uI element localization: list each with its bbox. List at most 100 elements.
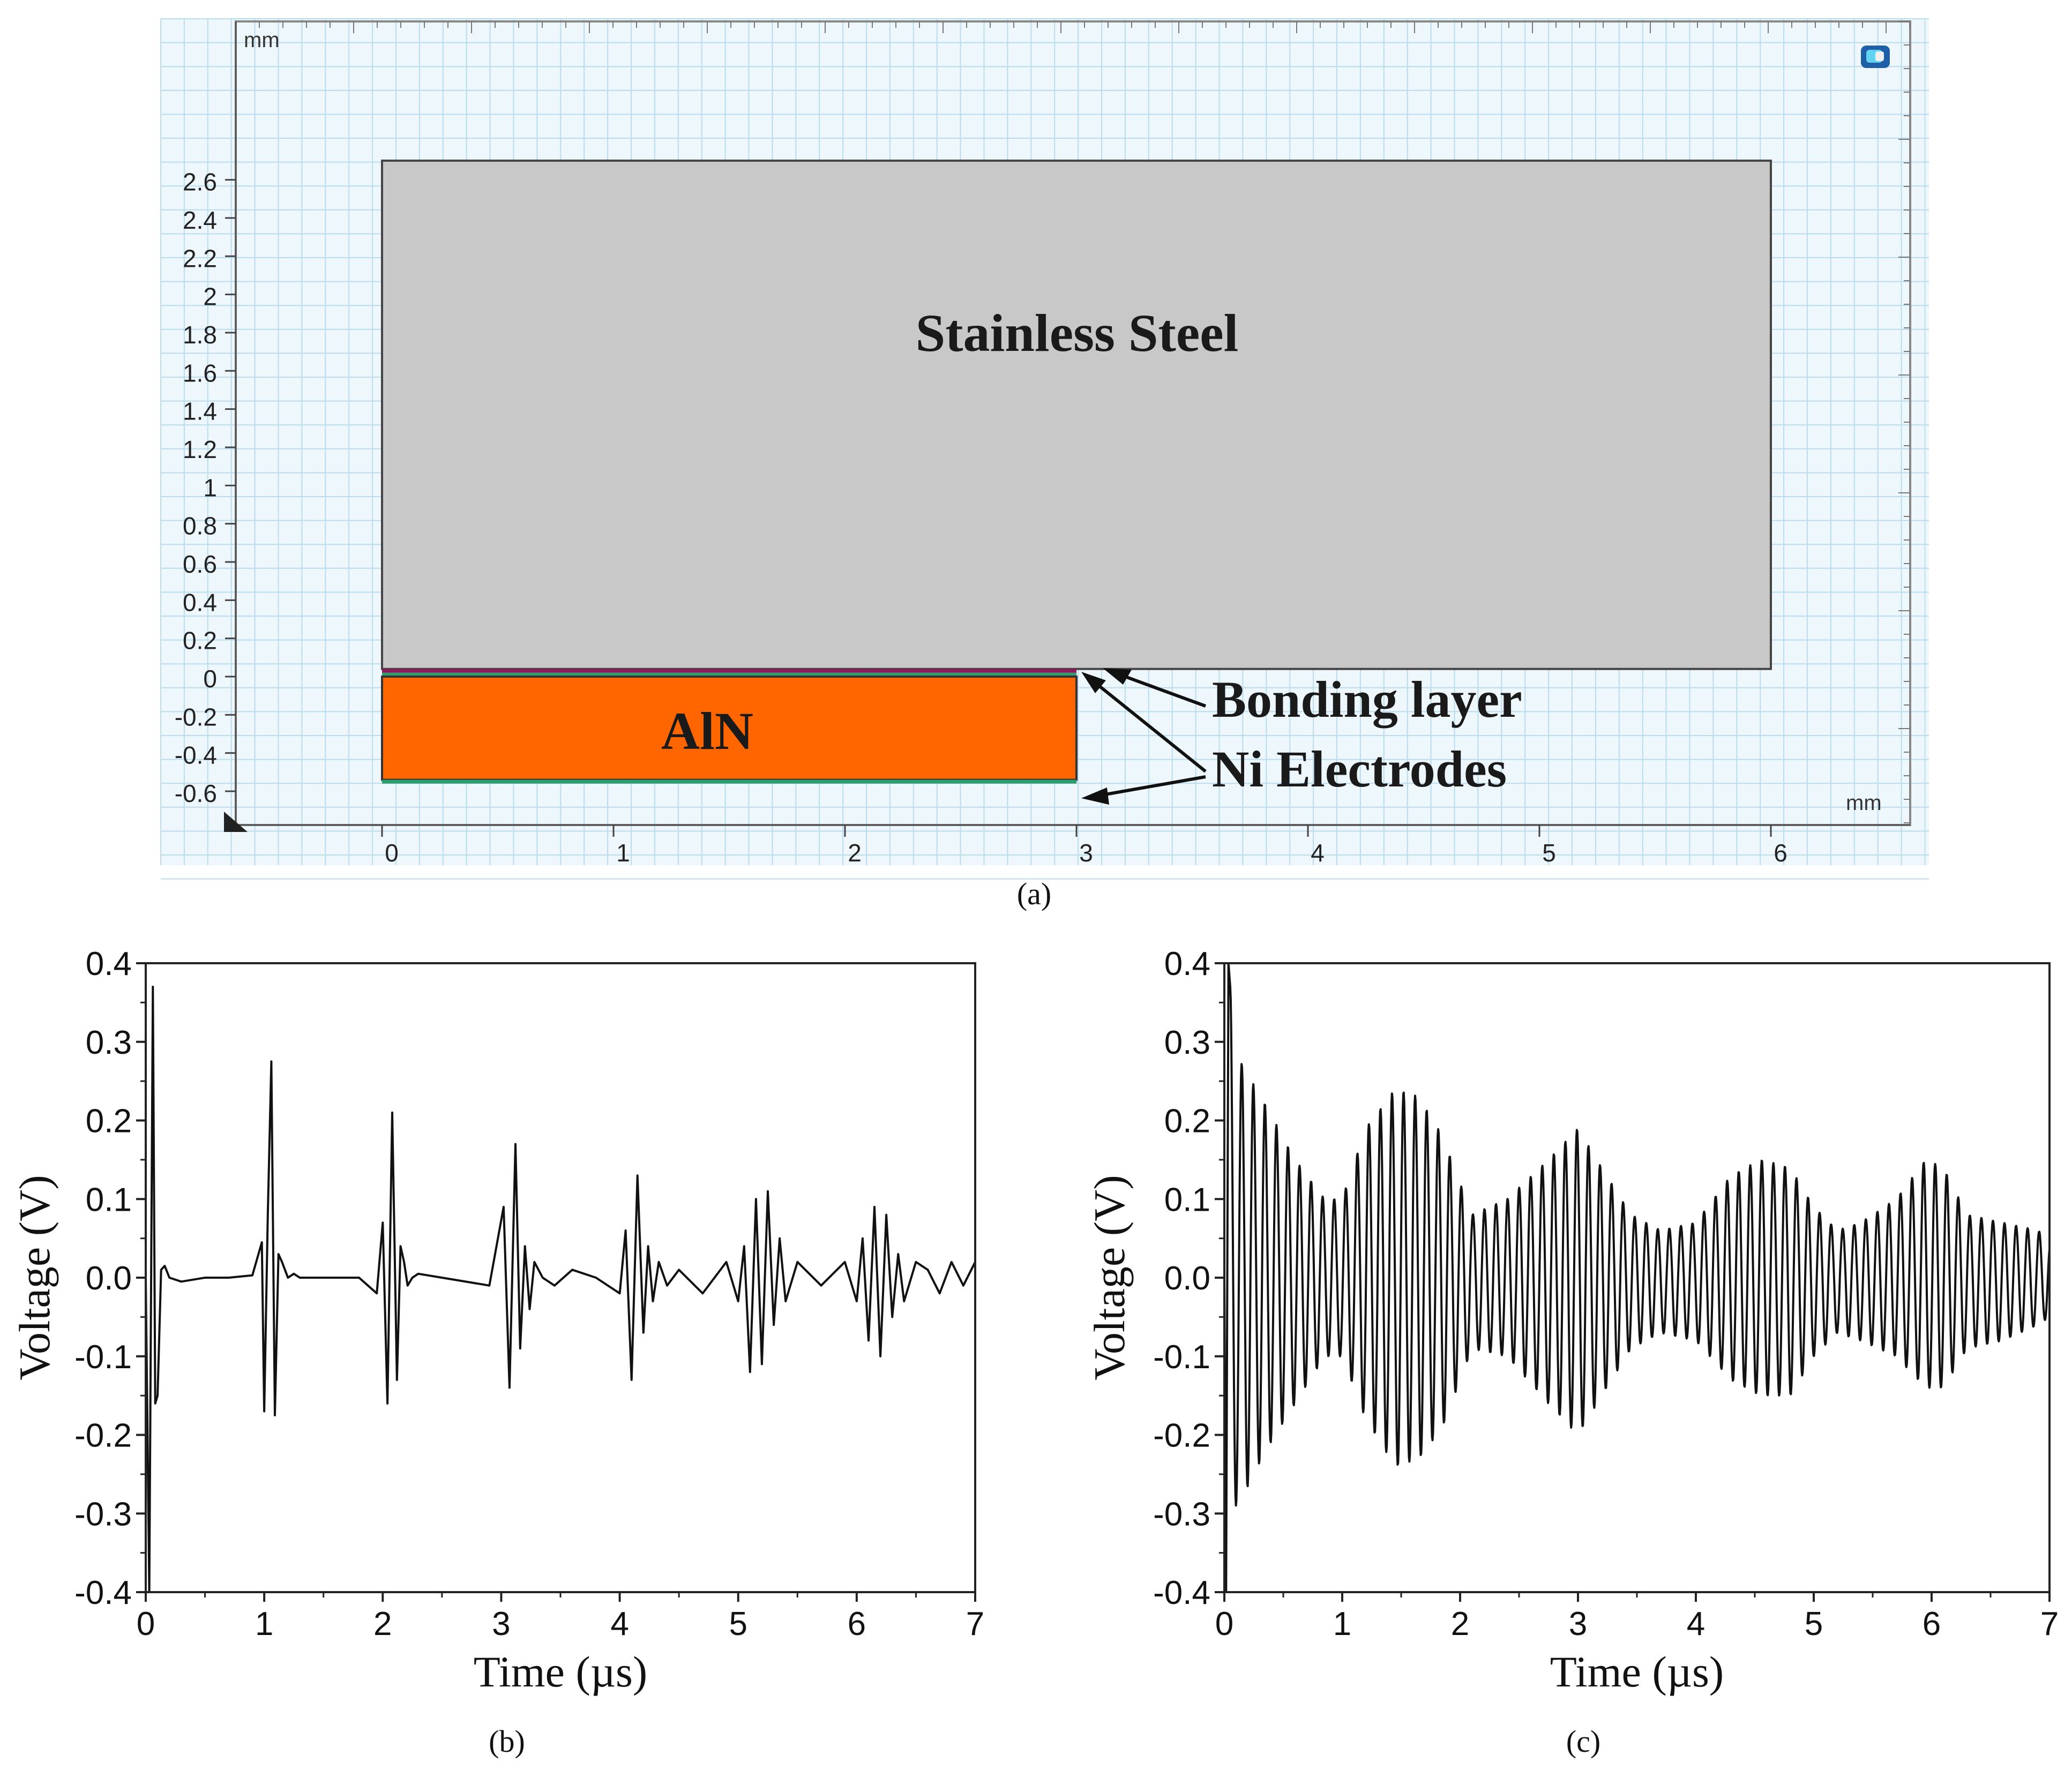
y-tick-label: -0.2	[74, 1418, 132, 1454]
bonding-layer-region	[382, 669, 1076, 673]
top-ruler-ticks	[235, 21, 1910, 33]
panel-b-x-tick-labels: 0 1 2 3 4 5 6 7	[137, 1606, 984, 1642]
y-tick-label: 0.1	[86, 1181, 132, 1218]
bonding-layer-label: Bonding layer	[1212, 671, 1522, 728]
panel-c-plot-frame	[1223, 962, 2051, 1593]
panel-b-caption: (b)	[489, 1724, 525, 1759]
x-tick-label: 3	[492, 1606, 510, 1642]
x-ruler-ticks: 0 1 2 3 4 5 6	[381, 825, 1787, 867]
x-ruler-tick-label: 3	[1079, 839, 1093, 867]
y-ruler-tick-label: -0.6	[175, 779, 217, 807]
x-tick-label: 7	[966, 1606, 984, 1642]
y-tick-label: 0.0	[1164, 1260, 1210, 1297]
y-ruler-tick-label: 0.4	[183, 588, 217, 616]
panel-c-x-tick-labels: 0 1 2 3 4 5 6 7	[1215, 1606, 2059, 1642]
y-tick-label: 0.4	[86, 946, 132, 982]
panel-a-geometry-view: 2.6 2.4 2.2 2 1.8 1.6 1.4 1.2 1 0.8 0.6 0.4 0.2 0 -0.2…	[160, 18, 1929, 911]
panel-b-plot-frame	[145, 962, 976, 1593]
coordinate-origin-icon	[224, 812, 248, 832]
x-tick-label: 2	[1451, 1606, 1469, 1642]
bottom-ni-electrode-region	[382, 779, 1076, 784]
y-ruler-tick-label: 0.6	[183, 550, 217, 578]
y-ruler-tick-label: 1.4	[183, 398, 217, 425]
panel-b-y-tick-labels: 0.4 0.3 0.2 0.1 0.0 -0.1 -0.2 -0.3 -0.4	[74, 946, 132, 1611]
y-ruler-tick-label: -0.4	[175, 741, 217, 769]
x-tick-label: 5	[1805, 1606, 1823, 1642]
y-tick-label: -0.4	[74, 1574, 132, 1611]
x-tick-label: 1	[255, 1606, 273, 1642]
electrode-arrowhead-top-icon	[1081, 672, 1106, 693]
x-ruler-tick-label: 0	[385, 839, 399, 867]
panel-c-voltage-line	[1223, 962, 2051, 1593]
x-tick-label: 6	[848, 1606, 866, 1642]
x-ruler-tick-label: 4	[1311, 839, 1325, 867]
aln-region	[381, 676, 1078, 781]
y-tick-label: 0.2	[1164, 1103, 1210, 1140]
y-ruler-tick-label: 2.6	[183, 168, 217, 196]
y-tick-label: -0.3	[1153, 1496, 1210, 1533]
y-ruler-tick-label: 0.2	[183, 627, 217, 655]
panel-c-caption: (c)	[1566, 1724, 1600, 1759]
y-tick-label: 0.1	[1164, 1181, 1210, 1218]
y-tick-label: -0.1	[1153, 1339, 1210, 1376]
ni-electrodes-label: Ni Electrodes	[1212, 740, 1507, 798]
y-ruler-tick-label: 1.8	[183, 321, 217, 349]
y-ruler-tick-label: 2	[203, 283, 217, 311]
x-tick-label: 7	[2040, 1606, 2059, 1642]
stainless-steel-label: Stainless Steel	[916, 303, 1239, 363]
electrode-arrowhead-bottom-icon	[1081, 788, 1109, 805]
panel-b-voltage-line	[145, 986, 976, 1593]
view-cube-icon	[1861, 46, 1890, 68]
y-tick-label: 0.3	[1164, 1024, 1210, 1061]
y-ruler-tick-label: 0.8	[183, 512, 217, 540]
unit-label-top-left: mm	[244, 28, 280, 52]
x-tick-label: 1	[1333, 1606, 1351, 1642]
x-ruler-tick-label: 6	[1774, 839, 1787, 867]
y-ruler-tick-label: 1.2	[183, 436, 217, 463]
x-tick-label: 2	[373, 1606, 392, 1642]
unit-label-bottom-right: mm	[1846, 791, 1882, 815]
y-ruler-tick-label: 2.2	[183, 244, 217, 272]
x-tick-label: 5	[729, 1606, 747, 1642]
panel-c-x-axis-label: Time (µs)	[1550, 1647, 1724, 1696]
y-tick-label: 0.4	[1164, 946, 1210, 982]
y-ruler-tick-label: 1	[203, 474, 217, 501]
right-ruler-ticks	[1898, 21, 1910, 823]
stainless-steel-region	[381, 159, 1772, 670]
x-tick-label: 4	[1687, 1606, 1705, 1642]
x-tick-label: 4	[610, 1606, 629, 1642]
panel-c-y-axis-label: Voltage (V)	[1085, 1175, 1134, 1380]
annotation-arrows	[1081, 668, 1207, 805]
x-ruler-tick-label: 5	[1542, 839, 1556, 867]
y-tick-label: -0.2	[1153, 1418, 1210, 1454]
y-ruler-tick-label: 2.4	[183, 206, 217, 234]
y-tick-label: -0.1	[74, 1339, 132, 1376]
y-ruler-tick-label: 0	[203, 665, 217, 693]
y-ruler-tick-label: -0.2	[175, 703, 217, 731]
y-tick-label: -0.4	[1153, 1574, 1210, 1611]
x-ruler-tick-label: 2	[848, 839, 862, 867]
y-tick-label: -0.3	[74, 1496, 132, 1533]
bonding-arrowhead-icon	[1103, 668, 1132, 685]
y-tick-label: 0.0	[86, 1260, 132, 1297]
panel-c-y-tick-labels: 0.4 0.3 0.2 0.1 0.0 -0.1 -0.2 -0.3 -0.4	[1153, 946, 1210, 1611]
panel-b-x-axis-label: Time (µs)	[474, 1647, 647, 1696]
x-tick-label: 0	[137, 1606, 155, 1642]
top-ni-electrode-region	[382, 672, 1076, 677]
x-tick-label: 0	[1215, 1606, 1233, 1642]
electrode-arrow-bottom	[1093, 775, 1206, 798]
y-ruler-tick-label: 1.6	[183, 359, 217, 387]
x-tick-label: 6	[1923, 1606, 1941, 1642]
x-tick-label: 3	[1569, 1606, 1587, 1642]
y-ruler-ticks: 2.6 2.4 2.2 2 1.8 1.6 1.4 1.2 1 0.8 0.6 0.4 0.2 0 -0.2…	[175, 168, 236, 807]
electrode-arrow-top	[1090, 678, 1207, 773]
panel-c-chart: 0.4 0.3 0.2 0.1 0.0 -0.1 -0.2 -0.3 -0.4 0 1 2 3 4 5 6 7…	[1085, 946, 2059, 1759]
panel-c-ticks	[1215, 962, 2051, 1602]
panel-b-y-axis-label: Voltage (V)	[10, 1175, 59, 1380]
panel-b-chart: 0.4 0.3 0.2 0.1 0.0 -0.1 -0.2 -0.3 -0.4 0 1 2 3 4 5 6 7…	[10, 946, 984, 1759]
aln-label: AlN	[661, 701, 753, 761]
y-tick-label: 0.3	[86, 1024, 132, 1061]
x-ruler-tick-label: 1	[616, 839, 630, 867]
panel-a-caption: (a)	[1017, 876, 1051, 911]
